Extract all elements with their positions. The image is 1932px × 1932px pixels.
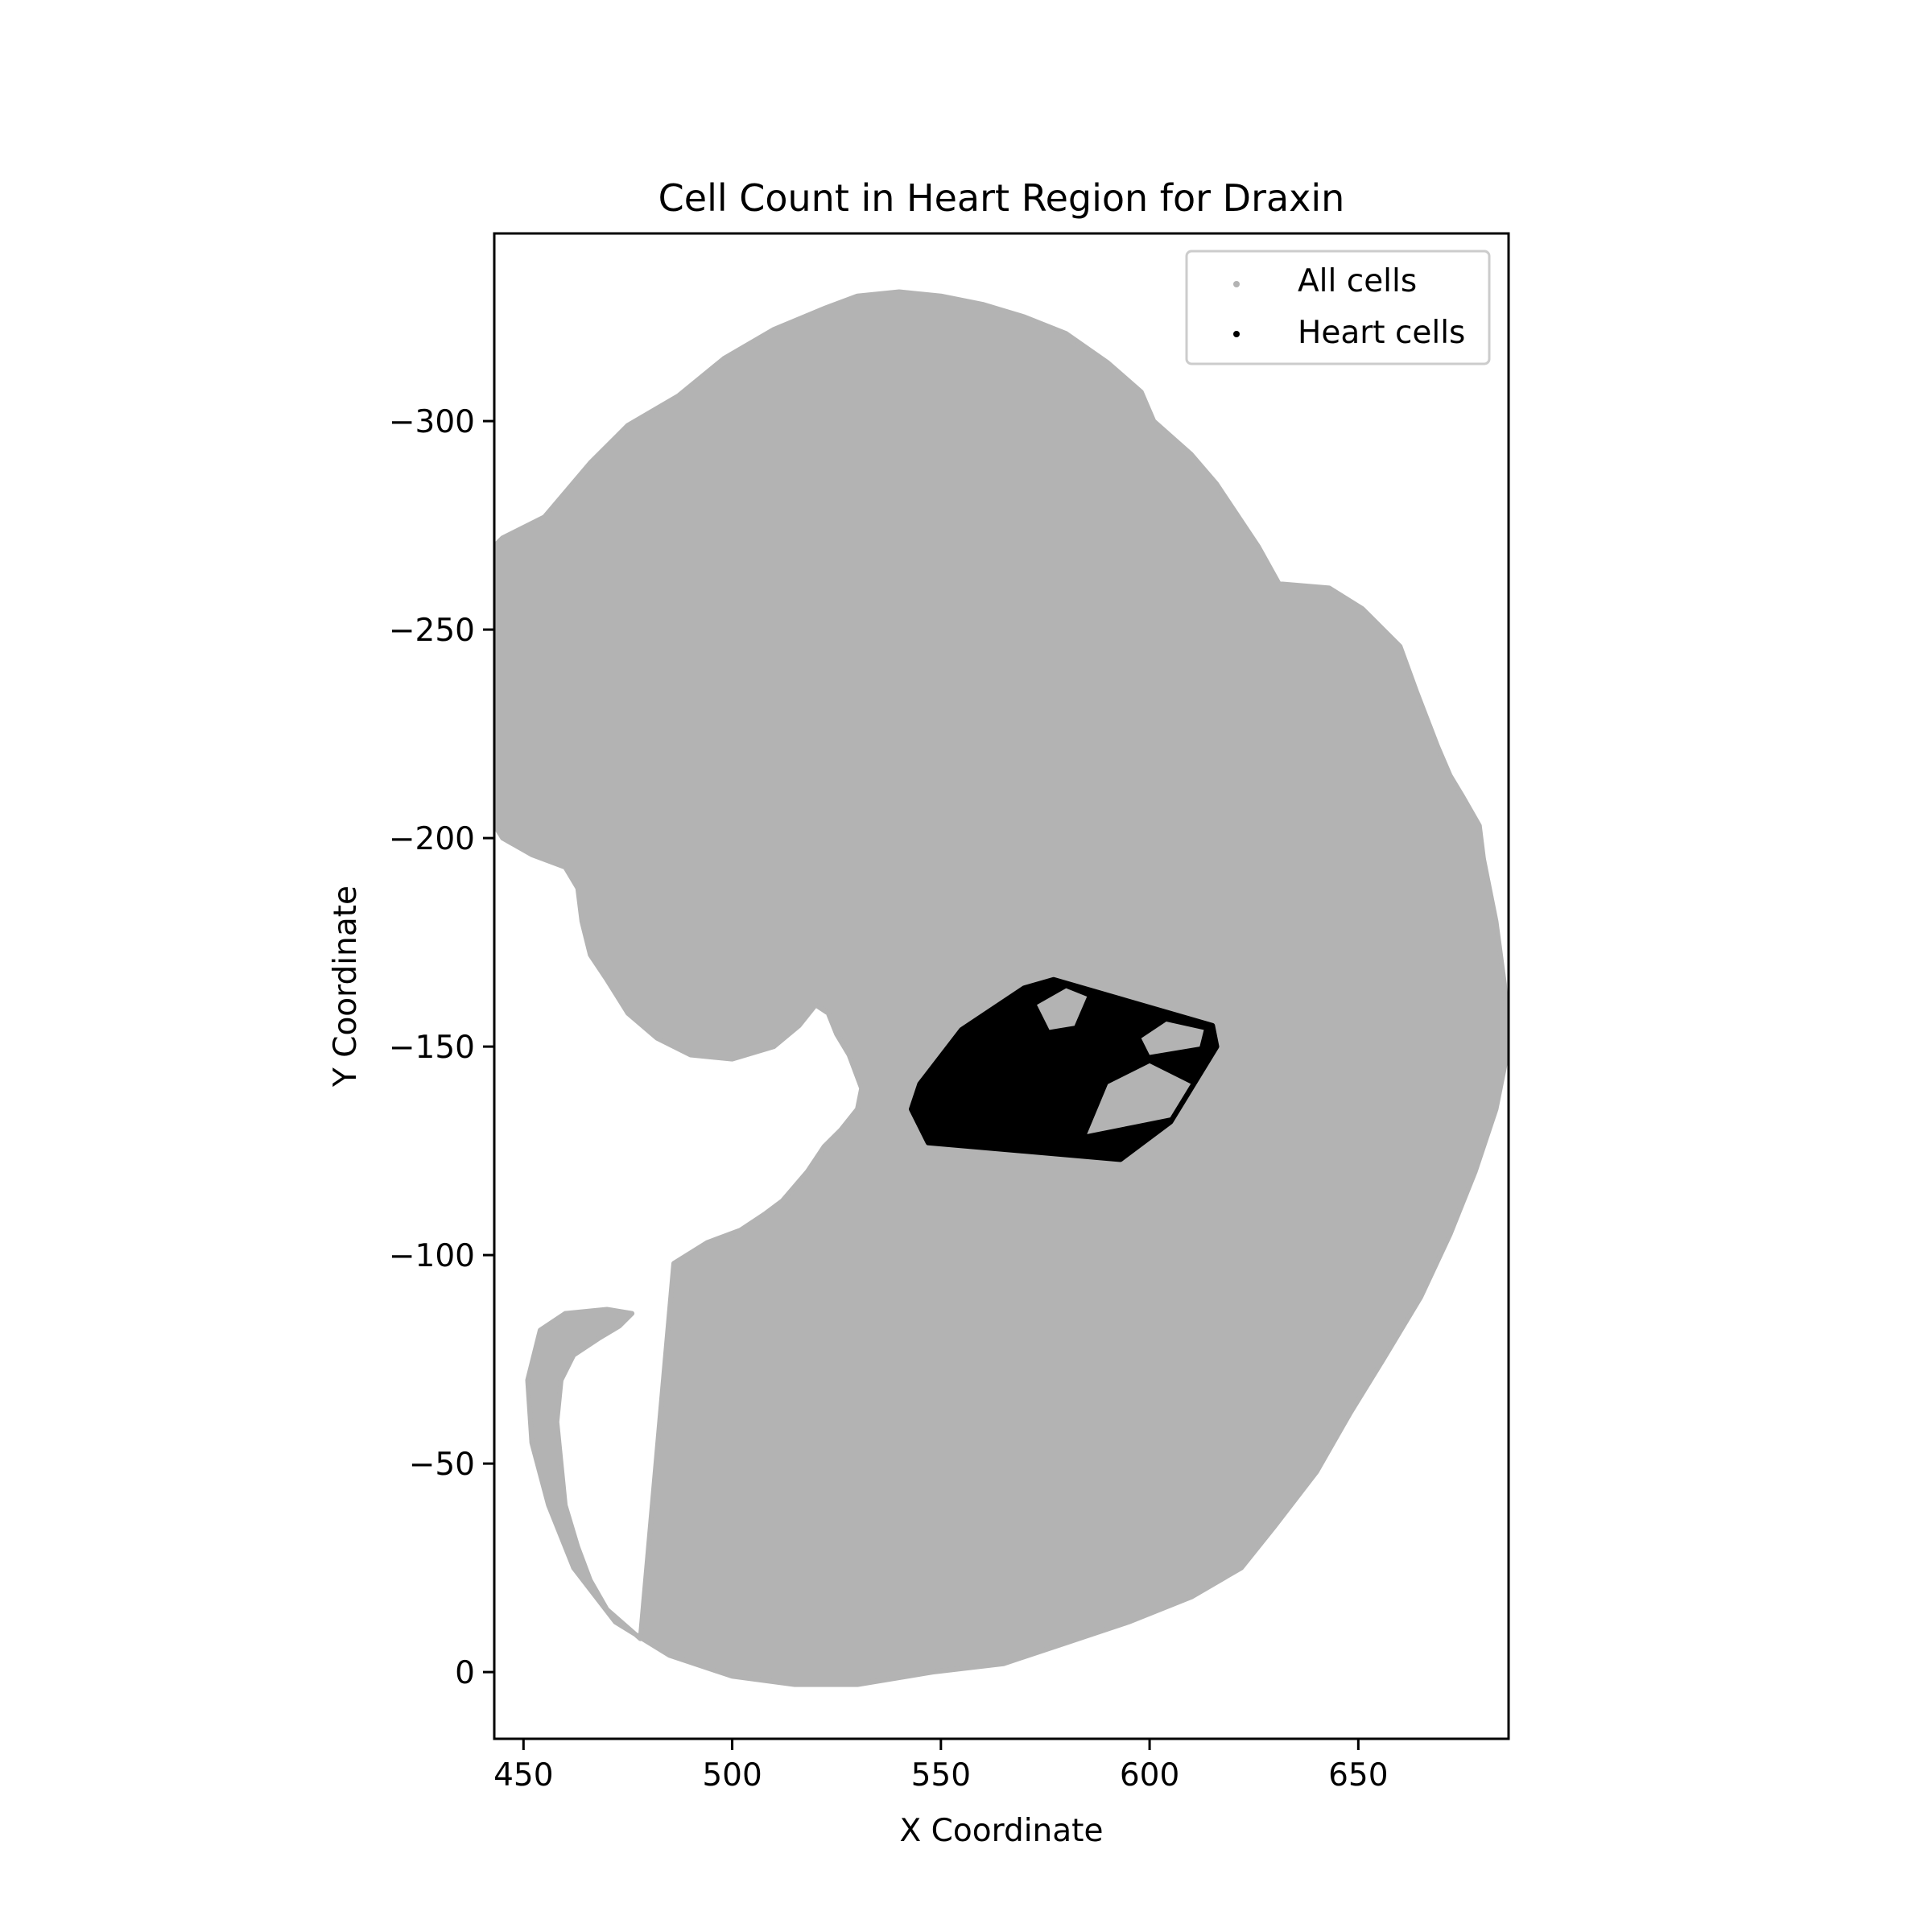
y-tick-label: −50: [409, 1447, 475, 1483]
x-axis: 450 500 550 600 650: [493, 1739, 1389, 1794]
heart-cells-gap-2: [1141, 1022, 1204, 1055]
x-tick-label: 500: [702, 1757, 762, 1794]
legend-marker-heart-cells: [1233, 331, 1240, 337]
plot-area: [494, 289, 1509, 1687]
y-axis: −300 −250 −200 −150 −100 −50 0: [389, 404, 494, 1691]
legend-marker-all-cells: [1233, 281, 1240, 287]
x-tick-label: 550: [911, 1757, 971, 1794]
chart-title: Cell Count in Heart Region for Draxin: [658, 176, 1345, 220]
legend-label-heart-cells: Heart cells: [1298, 315, 1465, 351]
y-tick-label: −250: [389, 613, 475, 649]
x-tick-label: 450: [493, 1757, 553, 1794]
plot-frame: [493, 232, 1510, 1740]
y-axis-title: Y Coordinate: [328, 886, 364, 1088]
x-axis-title: X Coordinate: [900, 1813, 1104, 1849]
y-tick-label: −150: [389, 1030, 475, 1066]
heart-hull-outline: [909, 977, 1220, 1162]
legend-box: [1185, 250, 1491, 365]
heart-cells-gap-1: [1087, 1063, 1191, 1134]
x-tick-label: 650: [1328, 1757, 1388, 1794]
legend: All cells Heart cells: [1185, 250, 1491, 365]
y-tick-label: −100: [389, 1238, 475, 1274]
y-tick-label: −300: [389, 404, 475, 440]
y-tick-label: 0: [455, 1655, 475, 1691]
y-tick-label: −200: [389, 821, 475, 857]
legend-label-all-cells: All cells: [1298, 263, 1417, 299]
all-cells-region: [494, 289, 1509, 1687]
heart-cells-gap-0: [1037, 988, 1088, 1030]
all-cells-series: [494, 289, 1509, 1687]
x-tick-label: 600: [1120, 1757, 1179, 1794]
heart-cells-series: [909, 976, 1220, 1162]
